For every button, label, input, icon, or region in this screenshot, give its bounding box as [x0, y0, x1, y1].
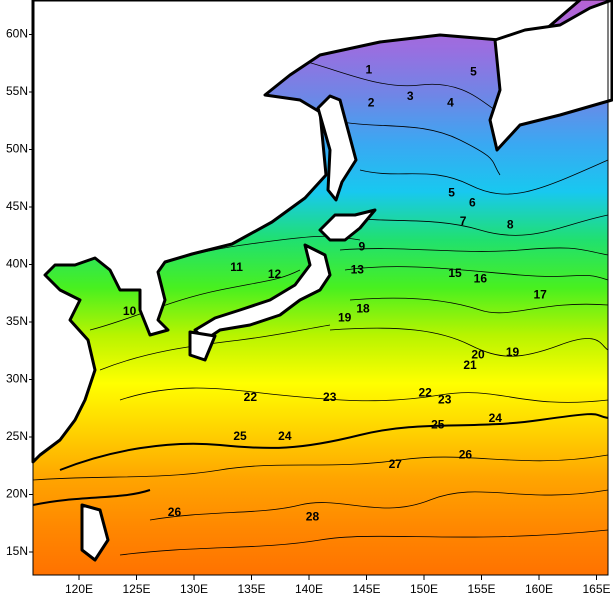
y-tick-label: 50N [6, 142, 28, 156]
contour-label: 22 [418, 385, 432, 399]
contour-label: 2 [368, 96, 375, 110]
contour-label: 17 [533, 288, 547, 302]
contour-label: 4 [447, 96, 454, 110]
contour-label: 25 [431, 418, 445, 432]
contour-label: 8 [507, 218, 514, 232]
contour-label: 26 [459, 448, 473, 462]
x-tick-label: 145E [352, 582, 380, 596]
y-tick-label: 30N [6, 372, 28, 386]
x-tick-label: 165E [582, 582, 610, 596]
isotherms [32, 59, 609, 556]
contour-label: 1 [365, 62, 372, 76]
land [31, 0, 613, 562]
x-tick-label: 135E [237, 582, 265, 596]
sakhalin [316, 94, 358, 202]
y-tick-label: 15N [6, 544, 28, 558]
y-tick-label: 45N [6, 199, 28, 213]
x-tick-label: 150E [410, 582, 438, 596]
contour-label: 6 [469, 196, 476, 210]
contour-label: 5 [448, 185, 455, 199]
x-tick-label: 155E [467, 582, 495, 596]
contour-label: 12 [268, 267, 282, 281]
contour-label: 23 [323, 390, 337, 404]
contour-label: 16 [474, 272, 488, 286]
contour-label: 3 [407, 89, 414, 103]
x-tick-label: 125E [122, 582, 150, 596]
x-tick-label: 160E [525, 582, 553, 596]
hokkaido [318, 208, 377, 242]
contour-label: 24 [489, 411, 503, 425]
contour-label: 15 [448, 266, 462, 280]
contour-label: 28 [306, 510, 320, 524]
x-tick-label: 140E [295, 582, 323, 596]
mainland [31, 0, 582, 464]
x-tick-label: 130E [180, 582, 208, 596]
frame [32, 0, 609, 576]
contour-label: 13 [351, 262, 365, 276]
kamchatka [488, 0, 613, 152]
contour-label: 10 [123, 304, 137, 318]
kyushu [188, 330, 217, 362]
contour-label: 22 [244, 390, 258, 404]
contour-label: 9 [359, 239, 366, 253]
contour-label: 18 [356, 302, 370, 316]
y-tick-label: 25N [6, 429, 28, 443]
contour-label: 24 [278, 429, 292, 443]
contour-label: 19 [506, 345, 520, 359]
contour-label: 19 [338, 311, 352, 325]
taiwan [80, 503, 110, 562]
contour-label: 27 [389, 457, 403, 471]
contour-label: 26 [168, 505, 182, 519]
y-tick-label: 20N [6, 487, 28, 501]
contour-label: 5 [470, 65, 477, 79]
y-tick-label: 40N [6, 257, 28, 271]
y-tick-label: 55N [6, 84, 28, 98]
x-tick-label: 120E [65, 582, 93, 596]
contour-label: 11 [230, 260, 243, 274]
contour-label: 7 [460, 214, 467, 228]
y-tick-label: 60N [6, 27, 28, 41]
contour-label: 21 [463, 358, 477, 372]
contour-label: 25 [233, 429, 247, 443]
contour-label: 20 [471, 348, 485, 362]
y-tick-label: 35N [6, 314, 28, 328]
contour-label: 23 [438, 392, 452, 406]
